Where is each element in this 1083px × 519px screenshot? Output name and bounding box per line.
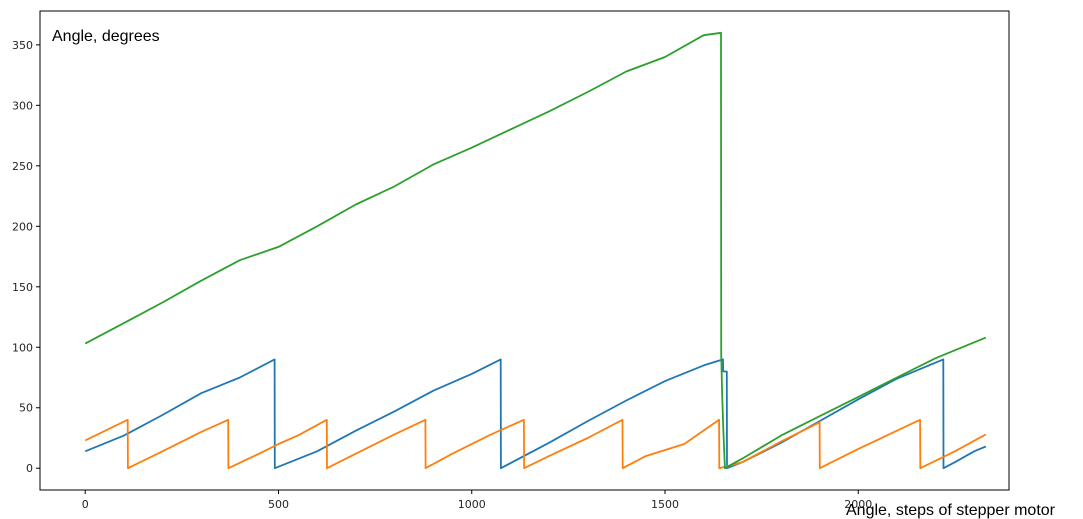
x-tick-label: 0: [82, 498, 89, 511]
y-tick-label: 100: [12, 341, 33, 354]
y-tick-label: 200: [12, 220, 33, 233]
x-tick-label: 500: [268, 498, 289, 511]
y-tick-label: 300: [12, 99, 33, 112]
y-tick-label: 350: [12, 39, 33, 52]
y-tick-label: 150: [12, 281, 33, 294]
x-tick-label: 1000: [458, 498, 486, 511]
plot-area: [39, 10, 1010, 491]
series-line-1: [84, 358, 987, 470]
series-layer: [84, 31, 987, 470]
x-axis-title: Angle, steps of stepper motor: [846, 502, 1056, 519]
x-axis-ticks: 0 500 1000 1500 2000: [82, 490, 872, 511]
x-tick-label: 1500: [651, 498, 679, 511]
series-line-3: [84, 31, 987, 470]
series-line-2: [84, 418, 987, 470]
y-tick-label: 0: [26, 462, 33, 475]
x-tick-label: 2000: [844, 498, 872, 511]
y-tick-label: 50: [19, 402, 33, 415]
y-axis-title: Angle, degrees: [52, 28, 160, 45]
y-axis-ticks: 0 50 100 150 200 250 300 350: [12, 39, 40, 475]
y-tick-label: 250: [12, 160, 33, 173]
